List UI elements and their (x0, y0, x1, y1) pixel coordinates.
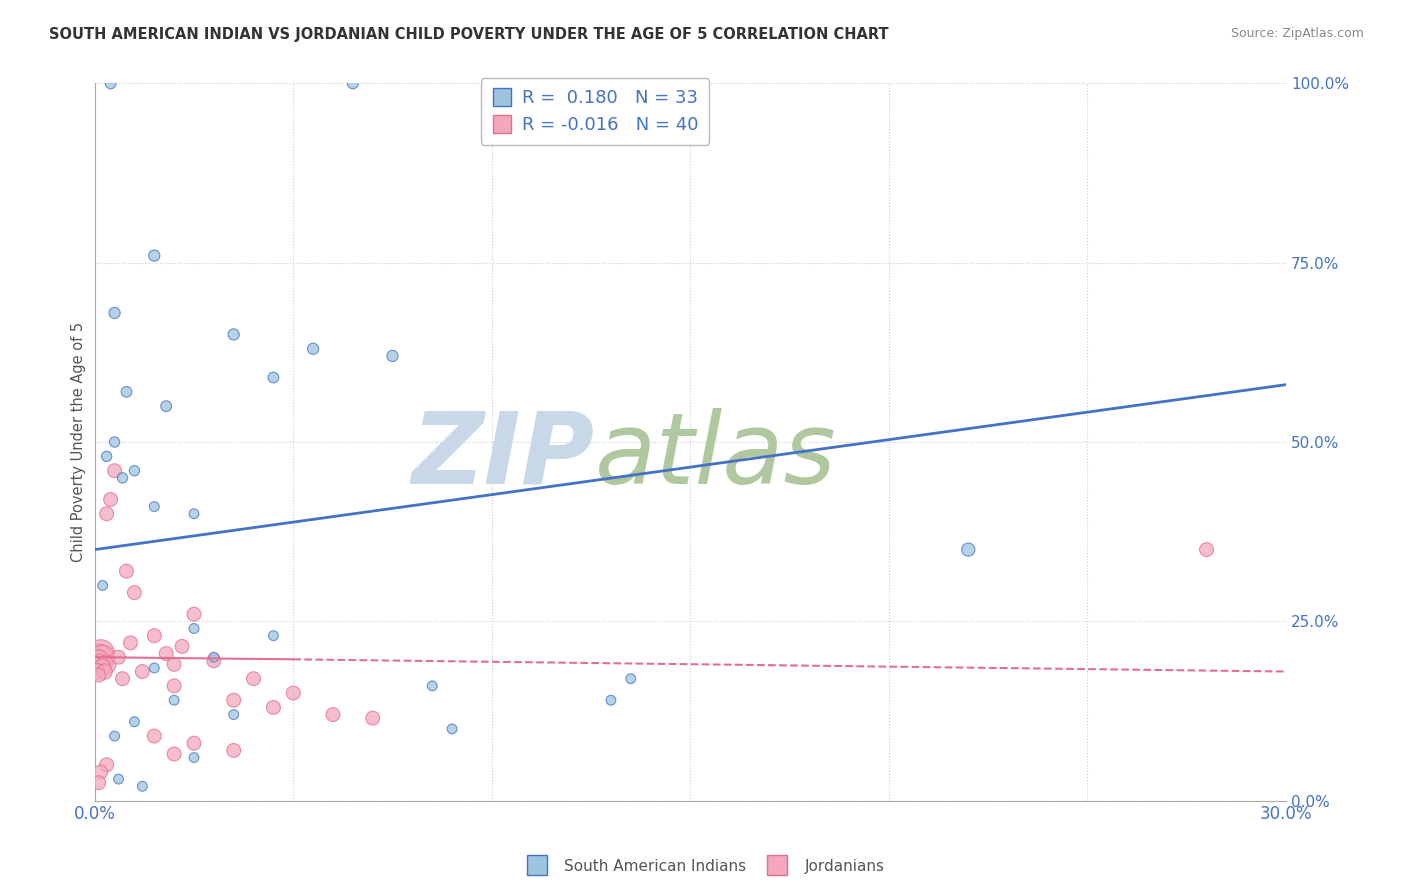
Point (262, 629, 284, 643)
Point (322, 707, 344, 722)
Point (103, 306, 125, 320)
Point (620, 672, 643, 686)
Point (183, 736, 205, 750)
Point (90, 647, 112, 661)
Point (111, 672, 134, 686)
Point (143, 729, 166, 743)
Legend: R =  0.180   N = 33, R = -0.016   N = 40: R = 0.180 N = 33, R = -0.016 N = 40 (481, 78, 710, 145)
Point (107, 772, 129, 786)
Point (115, 384, 138, 399)
Point (90, 661, 112, 675)
Point (957, 542, 980, 557)
Point (107, 650, 129, 665)
Point (124, 464, 146, 478)
Point (163, 657, 186, 672)
Point (381, 349, 404, 363)
Point (1195, 542, 1218, 557)
Point (124, 585, 146, 599)
Point (163, 693, 186, 707)
Point (96, 657, 118, 672)
Point (183, 750, 205, 764)
Point (143, 249, 166, 263)
Point (222, 707, 245, 722)
Point (131, 665, 153, 679)
Point (111, 471, 134, 485)
Text: ZIP: ZIP (412, 408, 595, 505)
Point (93, 665, 115, 679)
Point (222, 693, 245, 707)
Point (87, 650, 110, 665)
Point (124, 714, 146, 729)
Point (87, 654, 110, 668)
Point (283, 686, 305, 700)
Point (96, 507, 118, 521)
Point (302, 342, 325, 356)
Point (103, 729, 125, 743)
Point (143, 500, 166, 514)
Point (100, 77, 122, 91)
Point (163, 679, 186, 693)
Point (91, 578, 114, 592)
Point (87, 668, 110, 682)
Point (115, 564, 138, 578)
Point (183, 607, 205, 622)
Point (262, 370, 284, 384)
Text: SOUTH AMERICAN INDIAN VS JORDANIAN CHILD POVERTY UNDER THE AGE OF 5 CORRELATION : SOUTH AMERICAN INDIAN VS JORDANIAN CHILD… (49, 27, 889, 42)
Point (600, 693, 623, 707)
Point (91, 650, 114, 665)
Point (100, 492, 122, 507)
Point (103, 464, 125, 478)
Point (155, 399, 177, 413)
Point (120, 636, 142, 650)
Point (155, 647, 177, 661)
Text: Source: ZipAtlas.com: Source: ZipAtlas.com (1230, 27, 1364, 40)
Point (131, 779, 153, 793)
Point (103, 435, 125, 450)
Point (89, 657, 111, 672)
Point (202, 654, 225, 668)
Point (96, 450, 118, 464)
Legend: South American Indians, Jordanians: South American Indians, Jordanians (516, 853, 890, 880)
Point (143, 629, 166, 643)
Text: atlas: atlas (595, 408, 837, 505)
Point (202, 650, 225, 665)
Y-axis label: Child Poverty Under the Age of 5: Child Poverty Under the Age of 5 (72, 322, 86, 562)
Point (183, 622, 205, 636)
Point (222, 327, 245, 342)
Point (420, 679, 443, 693)
Point (87, 775, 110, 789)
Point (170, 640, 193, 654)
Point (242, 672, 264, 686)
Point (222, 743, 245, 757)
Point (262, 700, 284, 714)
Point (361, 711, 384, 725)
Point (441, 722, 464, 736)
Point (90, 764, 112, 779)
Point (183, 507, 205, 521)
Point (143, 661, 166, 675)
Point (96, 757, 118, 772)
Point (86, 665, 108, 679)
Point (163, 747, 186, 761)
Point (342, 77, 364, 91)
